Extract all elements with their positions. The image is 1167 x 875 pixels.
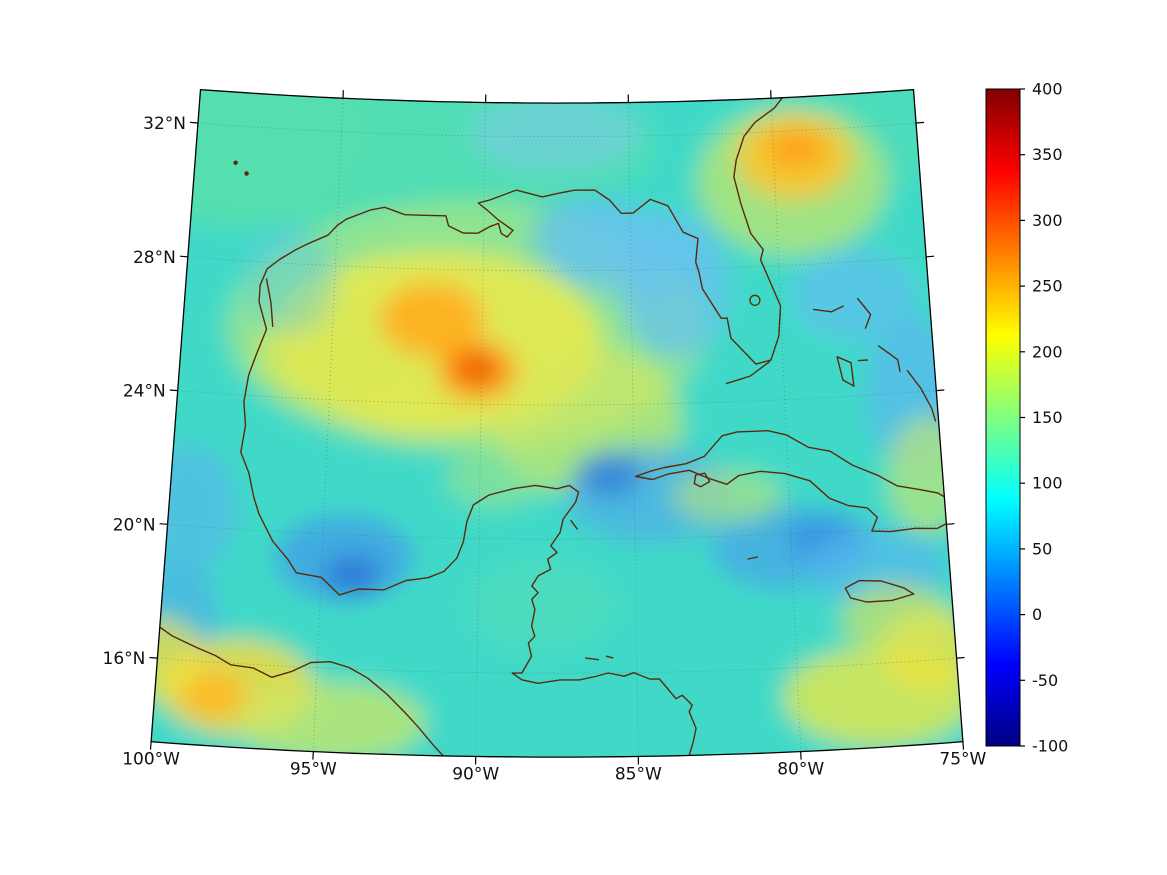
axis-tick bbox=[936, 389, 945, 392]
coastline bbox=[570, 519, 578, 530]
axis-tick bbox=[946, 523, 955, 525]
axis-tick bbox=[149, 656, 158, 659]
axis-tick bbox=[962, 741, 965, 750]
field-blob bbox=[235, 682, 426, 758]
field-blob bbox=[151, 444, 237, 575]
field-blob bbox=[469, 93, 640, 174]
coastline bbox=[747, 556, 759, 560]
axis-tick bbox=[179, 255, 188, 258]
field-blob bbox=[671, 469, 784, 523]
coastline bbox=[240, 90, 789, 758]
field-blob bbox=[379, 282, 484, 357]
lon-tick-label: 85°W bbox=[615, 765, 662, 785]
coastline bbox=[812, 305, 844, 313]
axis-tick bbox=[189, 121, 199, 124]
coastline bbox=[906, 370, 937, 422]
coastline bbox=[605, 655, 614, 659]
field-blob bbox=[577, 453, 642, 498]
colorbar-gradient-bar bbox=[985, 88, 1021, 747]
axis-tick bbox=[956, 656, 965, 659]
axis-tick bbox=[926, 255, 935, 258]
colorbar-tick-label: 250 bbox=[1032, 277, 1063, 296]
colorbar-tick-label: -100 bbox=[1032, 737, 1068, 756]
field-blob bbox=[244, 224, 337, 337]
field-blob bbox=[792, 249, 917, 342]
field-blob bbox=[768, 132, 825, 166]
lake bbox=[749, 294, 761, 306]
lat-tick-label: 24°N bbox=[123, 382, 166, 402]
colorbar: 400 350 300 250 200 150 100 50 0 -50 -10… bbox=[985, 80, 1068, 756]
colorbar-tick-label: 200 bbox=[1032, 342, 1063, 361]
lon-tick-label: 80°W bbox=[777, 760, 824, 780]
lat-tick-label: 16°N bbox=[103, 649, 146, 669]
field-blob bbox=[445, 448, 546, 509]
lon-tick-label: 75°W bbox=[939, 750, 986, 770]
colorbar-tick-label: 50 bbox=[1032, 539, 1052, 558]
lon-tick-label: 95°W bbox=[290, 760, 337, 780]
longitude-axis-labels: 100°W 95°W 90°W 85°W 80°W 75°W bbox=[122, 750, 986, 785]
lon-tick-label: 90°W bbox=[452, 765, 499, 785]
coastline bbox=[844, 579, 915, 603]
field-layer bbox=[151, 89, 963, 758]
lat-tick-label: 20°N bbox=[113, 515, 156, 535]
field-blob bbox=[324, 555, 381, 596]
colorbar-ticks bbox=[1020, 88, 1025, 747]
coastline bbox=[585, 657, 600, 661]
field-blob bbox=[151, 618, 203, 699]
coastline bbox=[856, 297, 872, 329]
graticule-gridlines bbox=[157, 98, 957, 757]
field-blob bbox=[887, 415, 963, 536]
axis-tick bbox=[149, 741, 152, 750]
field-blob bbox=[179, 671, 246, 720]
field-blob bbox=[453, 353, 498, 385]
coastline bbox=[151, 619, 448, 758]
gridline-parallel bbox=[177, 390, 937, 406]
lon-tick-label: 100°W bbox=[122, 750, 180, 770]
axis-ticks bbox=[149, 90, 965, 765]
coastline bbox=[265, 278, 274, 327]
lat-tick-label: 28°N bbox=[133, 248, 176, 268]
field-blob bbox=[841, 582, 952, 655]
coastline bbox=[693, 472, 711, 488]
field-blob bbox=[466, 558, 617, 655]
colorbar-tick-label: 150 bbox=[1032, 408, 1063, 427]
colorbar-tick-label: 100 bbox=[1032, 474, 1063, 493]
colorbar-tick-label: 350 bbox=[1032, 145, 1063, 164]
axis-tick bbox=[915, 121, 925, 124]
coastline bbox=[857, 359, 869, 362]
latitude-axis-labels: 32°N 28°N 24°N 20°N 16°N bbox=[103, 114, 186, 669]
coastline bbox=[836, 356, 855, 387]
axis-tick bbox=[159, 523, 168, 525]
lake bbox=[233, 160, 238, 165]
coastline bbox=[877, 345, 901, 372]
axis-tick bbox=[169, 389, 178, 392]
colorbar-tick-label: 0 bbox=[1032, 605, 1042, 624]
coastlines bbox=[151, 90, 954, 758]
lat-tick-label: 32°N bbox=[143, 114, 186, 134]
colorbar-tick-label: 400 bbox=[1032, 80, 1063, 99]
coastline bbox=[634, 430, 954, 533]
colorbar-tick-label: -50 bbox=[1032, 671, 1058, 690]
coastline bbox=[725, 361, 771, 385]
field-blob bbox=[620, 214, 731, 359]
colorbar-tick-label: 300 bbox=[1032, 211, 1063, 230]
lake bbox=[244, 171, 249, 176]
colorbar-labels: 400 350 300 250 200 150 100 50 0 -50 -10… bbox=[1032, 80, 1068, 756]
